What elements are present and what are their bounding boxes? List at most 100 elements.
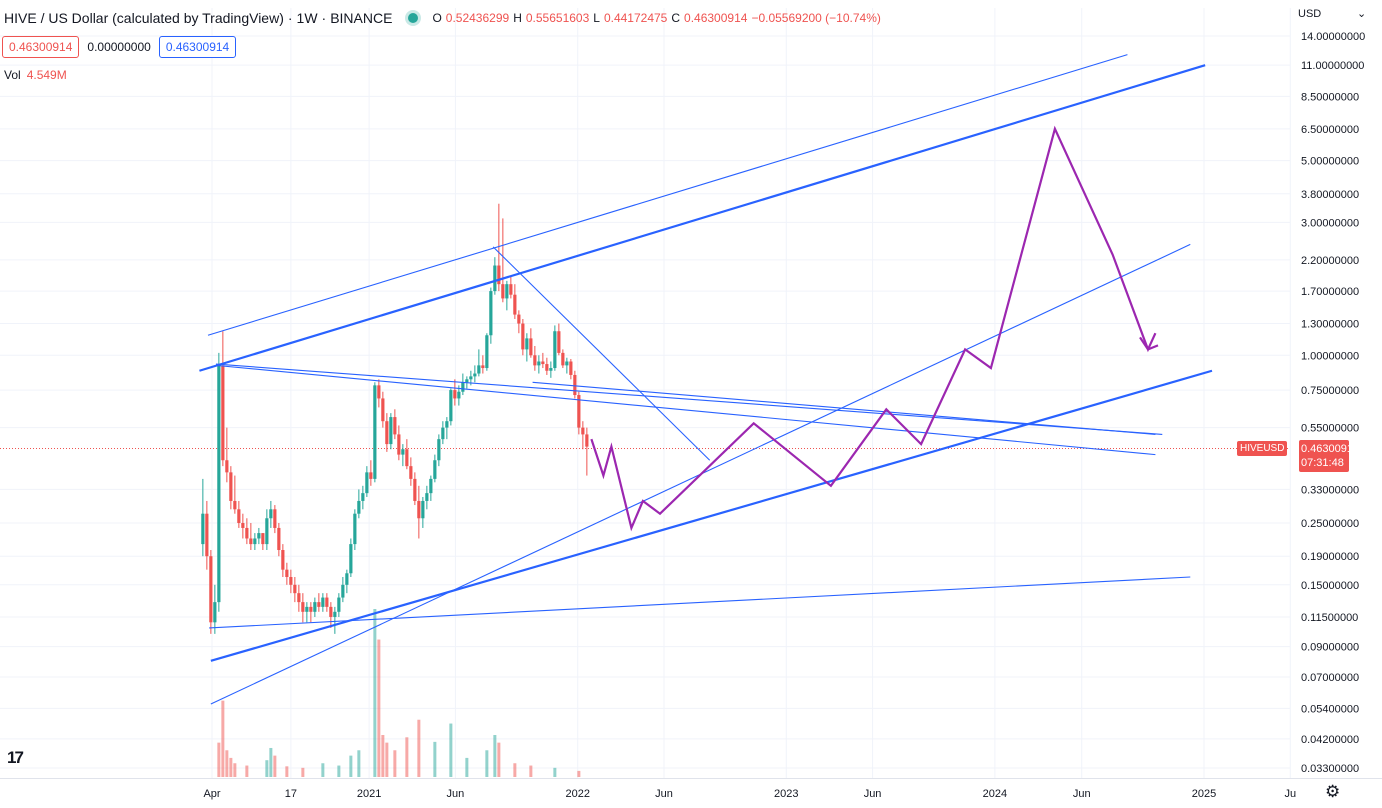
currency-selector[interactable]: USD [1298,8,1322,20]
change-value: −0.05569200 (−10.74%) [751,11,881,25]
price-tick-label: 0.05400000 [1301,703,1359,715]
volume-bar [577,770,581,777]
candle-body [473,373,477,377]
volume-bar [529,765,533,777]
candle-body [201,513,205,545]
volume-bar [381,735,385,777]
volume-value: 4.549M [26,68,67,82]
candle-body [313,602,317,612]
candle-body [321,597,325,607]
candle-body [345,573,349,585]
volume-bar [433,741,437,777]
candle-body [401,449,405,455]
price-tick-label: 5.00000000 [1301,156,1359,168]
candle-body [489,291,493,336]
projection-arrowhead [1139,336,1159,351]
separator: · [287,10,293,26]
candle-body [397,434,401,455]
price-tick-label: 0.25000000 [1301,518,1359,530]
price-tick-label: 0.09000000 [1301,642,1359,654]
volume-bar [265,760,269,777]
candle-body [213,602,217,623]
market-status-icon[interactable] [408,13,419,23]
volume-bar [357,750,361,777]
candle-body [513,294,517,315]
candle-body [265,518,269,545]
low-label: L [593,11,600,25]
candle-body [253,538,257,545]
volume-bar [497,742,501,777]
high-value: 0.55651603 [525,11,590,25]
sell-button[interactable]: 0.46300914 [2,36,80,58]
candle-body [249,538,253,545]
candle-body [273,509,277,528]
low-value: 0.44172475 [603,11,668,25]
candle-body [501,284,505,299]
candle-body [393,417,397,435]
interval-label[interactable]: 1W [296,10,318,26]
trendlines[interactable] [199,54,1213,705]
candle-body [349,544,353,574]
volume-bar [393,750,397,777]
trendline [492,246,711,461]
price-tick-label: 14.00000000 [1301,31,1365,43]
projection-path[interactable] [590,125,1159,532]
candle-body [465,379,469,383]
volume-legend[interactable]: Vol 4.549M [4,68,67,82]
volume-bar [337,765,341,777]
candle-body [453,390,457,399]
gear-icon[interactable]: ⚙ [1325,782,1341,801]
volume-bar [465,757,469,777]
candle-body [357,500,361,514]
candle-body [245,527,249,539]
volume-bar [285,766,289,777]
symbol-title[interactable]: HIVE / US Dollar (calculated by TradingV… [4,10,284,26]
time-tick-label: Jun [447,788,465,800]
trendline [209,576,1191,629]
candle-body [229,472,233,501]
candle-body [533,355,537,366]
price-tick-label: 0.04200000 [1301,734,1359,746]
candle-body [421,500,425,519]
close-value: 0.46300914 [684,11,748,25]
price-tick-label: 2.20000000 [1301,255,1359,267]
current-price-value: 0.46300914 [1301,443,1360,455]
current-price-label: 0.46300914 07:31:48 [1299,440,1360,472]
candle-body [369,472,373,479]
time-tick-label: 2023 [774,788,798,800]
candle-body [377,385,381,399]
tradingview-logo[interactable]: 17 [7,748,24,767]
time-axis-ticks: Apr 17 2021 Jun 2022 Jun 2023 Jun 2024 Jun 2025 Ju [203,788,1296,800]
price-tick-label: 6.50000000 [1301,124,1359,136]
candle-body [409,466,413,479]
candle-body [325,597,329,607]
candle-body [301,602,305,612]
candle-body [333,611,337,617]
chevron-down-icon[interactable]: ⌄ [1357,8,1367,20]
candle-body [457,391,461,399]
order-boxes: 0.46300914 0.00000000 0.46300914 [2,36,237,58]
volume-bar [269,747,273,777]
candle-body [261,533,265,545]
buy-button[interactable]: 0.46300914 [158,36,237,58]
candle-body [561,352,565,366]
price-tick-label: 11.00000000 [1301,60,1364,72]
volume-bar [273,755,277,777]
price-axis-ticks: 14.00000000 11.00000000 8.50000000 6.500000… [1301,31,1365,775]
time-axis-border [0,778,1382,779]
candle-body [209,556,213,623]
price-tick-label: 3.00000000 [1301,217,1359,229]
candle-body [577,395,581,428]
candle-body [293,584,297,594]
symbol-price-label: HIVEUSD [1237,441,1288,456]
price-tick-label: 0.03300000 [1301,763,1359,775]
candle-body [557,331,561,353]
candle-body [485,335,489,369]
candle-body [237,509,241,524]
candle-body [545,364,549,371]
candle-body [565,361,569,366]
price-tick-label: 1.70000000 [1301,286,1359,298]
trendline [210,369,1213,662]
open-value: 0.52436299 [445,11,510,25]
